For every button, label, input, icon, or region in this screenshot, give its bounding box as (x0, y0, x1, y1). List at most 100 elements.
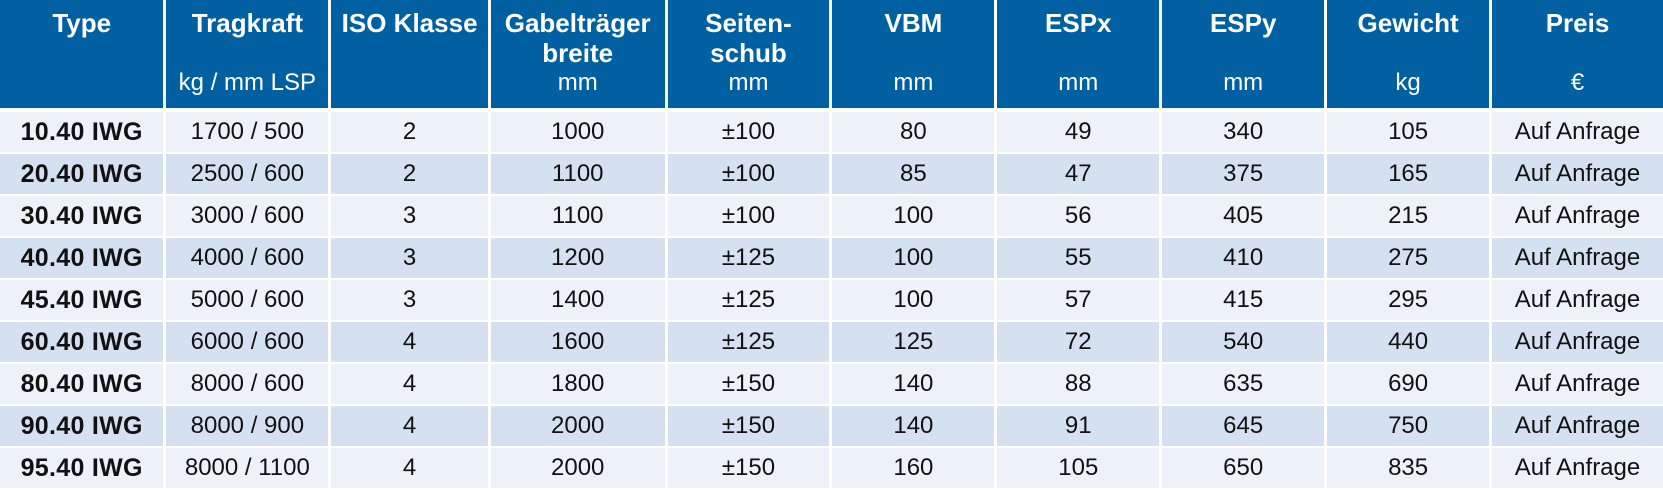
cell-type: 30.40 IWG (0, 195, 167, 238)
cell-espx: 88 (995, 363, 1163, 406)
cell-espy: 405 (1160, 195, 1328, 238)
cell-seitenschub: ±100 (666, 195, 833, 238)
cell-gewicht: 835 (1325, 447, 1493, 490)
column-header-label: Gabelträger breite (504, 8, 651, 68)
column-header-label: Type (52, 8, 112, 38)
cell-gabeltraeger-breite: 1200 (489, 237, 668, 280)
cell-tragkraft: 2500 / 600 (164, 153, 332, 196)
column-header-label: Preis (1545, 8, 1610, 38)
cell-espy: 635 (1160, 363, 1328, 406)
cell-vbm: 85 (830, 153, 998, 196)
column-header-label: VBM (884, 8, 943, 38)
cell-gewicht: 165 (1325, 153, 1493, 196)
cell-vbm: 80 (830, 112, 998, 154)
column-header-label: ESPx (1045, 8, 1112, 38)
column-header-unit: mm (557, 69, 598, 96)
cell-tragkraft: 8000 / 900 (164, 405, 332, 448)
cell-espy: 415 (1160, 279, 1328, 322)
cell-tragkraft: 5000 / 600 (164, 279, 332, 322)
cell-vbm: 160 (830, 447, 998, 490)
cell-preis: Auf Anfrage (1490, 153, 1663, 196)
cell-espx: 57 (995, 279, 1163, 322)
column-header-preis: Preis € (1490, 0, 1663, 108)
cell-preis: Auf Anfrage (1490, 363, 1663, 406)
header-separator (0, 108, 1663, 112)
cell-espx: 72 (995, 321, 1163, 364)
table-header: Type Tragkraft kg / mm LSP ISO Klasse Gabelt… (0, 0, 1663, 112)
cell-gabeltraeger-breite: 1800 (489, 363, 668, 406)
cell-seitenschub: ±125 (666, 321, 833, 364)
cell-preis: Auf Anfrage (1490, 237, 1663, 280)
cell-espx: 105 (995, 447, 1163, 490)
header-row: Type Tragkraft kg / mm LSP ISO Klasse Gabelt… (0, 0, 1663, 108)
column-header-gabeltraeger-breite: Gabelträger breite mm (489, 0, 668, 108)
column-header-espx: ESPx mm (995, 0, 1163, 108)
column-header-unit: mm (893, 69, 934, 96)
cell-seitenschub: ±100 (666, 153, 833, 196)
cell-vbm: 100 (830, 279, 998, 322)
cell-iso-klasse: 2 (329, 153, 491, 196)
column-header-label: Seiten- schub (705, 8, 792, 68)
cell-seitenschub: ±125 (666, 279, 833, 322)
cell-iso-klasse: 2 (329, 112, 491, 154)
column-header-iso-klasse: ISO Klasse (329, 0, 491, 108)
cell-gabeltraeger-breite: 1100 (489, 153, 668, 196)
cell-iso-klasse: 3 (329, 195, 491, 238)
table-row: 95.40 IWG 8000 / 1100 4 2000 ±150 160 105 650 83… (0, 447, 1663, 490)
cell-seitenschub: ±125 (666, 237, 833, 280)
cell-iso-klasse: 4 (329, 363, 491, 406)
cell-tragkraft: 8000 / 600 (164, 363, 332, 406)
table-row: 60.40 IWG 6000 / 600 4 1600 ±125 125 72 540 440 A… (0, 321, 1663, 364)
cell-seitenschub: ±150 (666, 405, 833, 448)
cell-vbm: 100 (830, 237, 998, 280)
cell-espx: 49 (995, 112, 1163, 154)
cell-preis: Auf Anfrage (1490, 321, 1663, 364)
cell-seitenschub: ±150 (666, 447, 833, 490)
cell-espx: 56 (995, 195, 1163, 238)
cell-espy: 340 (1160, 112, 1328, 154)
cell-preis: Auf Anfrage (1490, 112, 1663, 154)
cell-iso-klasse: 4 (329, 447, 491, 490)
cell-gewicht: 295 (1325, 279, 1493, 322)
cell-gewicht: 690 (1325, 363, 1493, 406)
column-header-type: Type (0, 0, 167, 108)
cell-type: 80.40 IWG (0, 363, 167, 406)
column-header-unit: kg (1395, 69, 1421, 96)
cell-type: 20.40 IWG (0, 153, 167, 196)
column-header-unit: € (1570, 69, 1585, 96)
cell-tragkraft: 4000 / 600 (164, 237, 332, 280)
cell-iso-klasse: 3 (329, 279, 491, 322)
cell-espy: 650 (1160, 447, 1328, 490)
table-row: 10.40 IWG 1700 / 500 2 1000 ±100 80 49 340 105 Au… (0, 112, 1663, 154)
table-body: 10.40 IWG 1700 / 500 2 1000 ±100 80 49 340 105 Au… (0, 112, 1663, 490)
cell-vbm: 140 (830, 405, 998, 448)
cell-gewicht: 275 (1325, 237, 1493, 280)
cell-type: 60.40 IWG (0, 321, 167, 364)
cell-type: 95.40 IWG (0, 447, 167, 490)
cell-gabeltraeger-breite: 2000 (489, 405, 668, 448)
cell-type: 10.40 IWG (0, 112, 167, 154)
column-header-vbm: VBM mm (830, 0, 998, 108)
column-header-label: ISO Klasse (341, 8, 478, 38)
cell-gewicht: 215 (1325, 195, 1493, 238)
cell-seitenschub: ±100 (666, 112, 833, 154)
cell-vbm: 125 (830, 321, 998, 364)
column-header-seitenschub: Seiten- schub mm (666, 0, 833, 108)
cell-type: 40.40 IWG (0, 237, 167, 280)
cell-espy: 645 (1160, 405, 1328, 448)
table-row: 45.40 IWG 5000 / 600 3 1400 ±125 100 57 415 295 A… (0, 279, 1663, 322)
cell-gewicht: 105 (1325, 112, 1493, 154)
column-header-tragkraft: Tragkraft kg / mm LSP (164, 0, 332, 108)
column-header-unit: mm (1223, 69, 1264, 96)
cell-espy: 375 (1160, 153, 1328, 196)
table-row: 30.40 IWG 3000 / 600 3 1100 ±100 100 56 405 215 A… (0, 195, 1663, 238)
cell-seitenschub: ±150 (666, 363, 833, 406)
cell-tragkraft: 3000 / 600 (164, 195, 332, 238)
cell-espx: 91 (995, 405, 1163, 448)
cell-gewicht: 750 (1325, 405, 1493, 448)
cell-tragkraft: 1700 / 500 (164, 112, 332, 154)
table-row: 40.40 IWG 4000 / 600 3 1200 ±125 100 55 410 275 A… (0, 237, 1663, 280)
cell-tragkraft: 8000 / 1100 (164, 447, 332, 490)
cell-preis: Auf Anfrage (1490, 405, 1663, 448)
cell-tragkraft: 6000 / 600 (164, 321, 332, 364)
